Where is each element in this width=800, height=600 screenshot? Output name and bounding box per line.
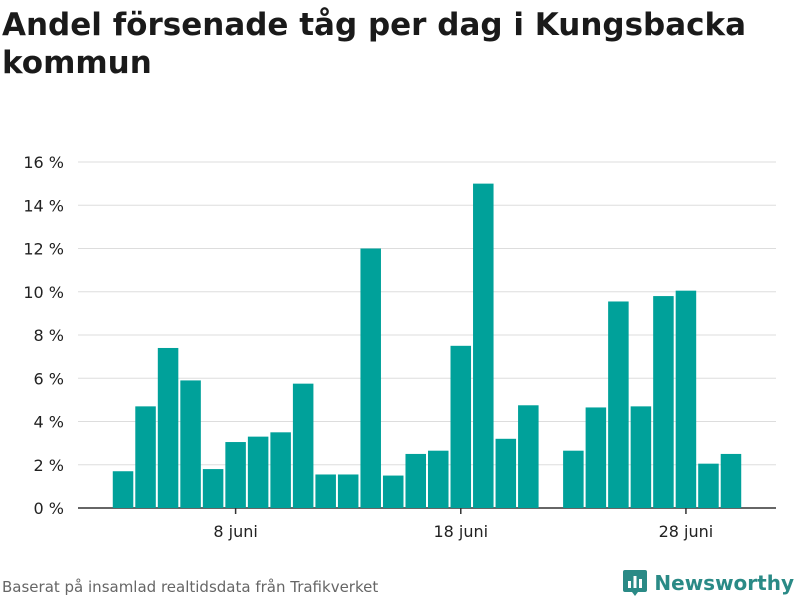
chart-title: Andel försenade tåg per dag i Kungsbacka… <box>2 7 747 81</box>
x-tick-label: 28 juni <box>659 522 714 541</box>
bar <box>585 407 607 508</box>
bar <box>675 290 697 508</box>
y-tick-label: 10 % <box>23 283 64 302</box>
bar <box>653 296 674 508</box>
bar <box>180 380 201 508</box>
bar <box>202 469 224 508</box>
bar <box>495 438 517 508</box>
x-tick-label: 18 juni <box>433 522 488 541</box>
x-tick-label: 8 juni <box>213 522 257 541</box>
bar <box>247 436 269 508</box>
bar <box>563 450 584 508</box>
y-tick-label: 2 % <box>34 456 64 475</box>
bar <box>270 432 291 508</box>
bar <box>292 383 314 508</box>
bar <box>315 474 336 508</box>
bar <box>360 248 381 508</box>
y-tick-label: 0 % <box>34 499 64 518</box>
newsworthy-logo-icon <box>623 570 648 596</box>
y-tick-label: 6 % <box>34 369 64 388</box>
y-tick-label: 4 % <box>34 413 64 432</box>
bar <box>720 453 742 508</box>
y-axis-ticks: 0 % 2 % 4 % 6 % 8 % 10 % 12 % 14 % 16 % <box>23 153 64 518</box>
bar-chart: 0 % 2 % 4 % 6 % 8 % 10 % 12 % 14 % 16 % 8 juni 18… <box>23 153 776 541</box>
brand-name: Newsworthy <box>654 571 794 595</box>
bar <box>135 406 156 508</box>
bar <box>428 450 449 508</box>
bar <box>225 442 246 508</box>
bar <box>382 475 404 508</box>
bar <box>518 405 539 508</box>
bar <box>450 345 472 508</box>
x-axis-ticks: 8 juni 18 juni 28 juni <box>213 508 713 541</box>
y-tick-label: 16 % <box>23 153 64 172</box>
bar <box>337 474 359 508</box>
bar <box>157 347 179 508</box>
bar <box>630 406 652 508</box>
y-tick-label: 14 % <box>23 196 64 215</box>
y-tick-label: 12 % <box>23 240 64 259</box>
bars <box>112 183 742 508</box>
bar <box>112 471 134 508</box>
bar <box>473 183 494 508</box>
bar <box>608 301 629 508</box>
bar <box>698 463 719 508</box>
bar <box>405 453 426 508</box>
y-tick-label: 8 % <box>34 326 64 345</box>
brand[interactable]: Newsworthy <box>622 567 794 599</box>
source-note: Baserat på insamlad realtidsdata från Tr… <box>2 578 379 596</box>
